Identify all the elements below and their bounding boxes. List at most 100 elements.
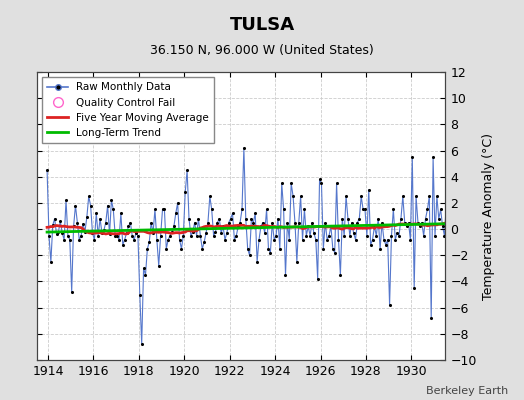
Point — [118, 242, 127, 248]
Legend: Raw Monthly Data, Quality Control Fail, Five Year Moving Average, Long-Term Tren: Raw Monthly Data, Quality Control Fail, … — [42, 77, 214, 143]
Point — [300, 206, 309, 213]
Point — [321, 219, 330, 226]
Point — [270, 236, 278, 243]
Point — [136, 291, 144, 298]
Point — [412, 193, 420, 200]
Point — [234, 223, 243, 230]
Point — [374, 216, 383, 222]
Point — [73, 219, 82, 226]
Point — [185, 216, 193, 222]
Point — [68, 289, 76, 295]
Point — [366, 242, 375, 248]
Point — [168, 228, 176, 235]
Point — [380, 236, 388, 243]
Point — [433, 193, 441, 200]
Point — [96, 216, 104, 222]
Point — [408, 154, 417, 160]
Point — [105, 231, 114, 238]
Point — [410, 285, 418, 291]
Point — [427, 315, 435, 321]
Point — [249, 219, 257, 226]
Point — [291, 219, 299, 226]
Point — [434, 216, 443, 222]
Point — [189, 228, 197, 235]
Point — [225, 219, 233, 226]
Point — [47, 259, 55, 265]
Point — [77, 232, 85, 239]
Point — [194, 216, 203, 222]
Point — [244, 246, 252, 252]
Point — [350, 230, 358, 236]
Point — [313, 276, 322, 282]
Point — [425, 193, 433, 200]
Point — [230, 236, 238, 243]
Point — [365, 187, 373, 193]
Point — [111, 232, 119, 239]
Point — [211, 228, 220, 235]
Point — [71, 202, 80, 209]
Point — [294, 219, 303, 226]
Point — [338, 216, 346, 222]
Point — [306, 232, 314, 239]
Point — [49, 222, 57, 228]
Point — [363, 232, 371, 239]
Point — [346, 232, 354, 239]
Point — [81, 228, 89, 235]
Point — [446, 223, 454, 230]
Point — [137, 341, 146, 348]
Point — [285, 236, 293, 243]
Point — [389, 206, 398, 213]
Point — [378, 219, 386, 226]
Point — [173, 200, 182, 206]
Point — [319, 246, 328, 252]
Point — [143, 246, 151, 252]
Point — [113, 232, 121, 239]
Point — [128, 232, 136, 239]
Point — [395, 232, 403, 239]
Point — [448, 206, 456, 213]
Point — [100, 227, 108, 234]
Point — [414, 219, 422, 226]
Point — [327, 223, 335, 230]
Point — [281, 272, 290, 278]
Point — [405, 219, 413, 226]
Text: TULSA: TULSA — [230, 16, 294, 34]
Point — [347, 219, 356, 226]
Point — [283, 219, 291, 226]
Point — [242, 216, 250, 222]
Point — [402, 223, 411, 230]
Point — [171, 210, 180, 216]
Point — [251, 210, 259, 216]
Point — [226, 216, 235, 222]
Point — [418, 219, 426, 226]
Point — [334, 236, 343, 243]
Point — [208, 206, 216, 213]
Point — [210, 232, 218, 239]
Point — [151, 206, 159, 213]
Point — [297, 193, 305, 200]
Point — [260, 230, 269, 236]
Point — [228, 210, 237, 216]
Point — [361, 206, 369, 213]
Point — [181, 189, 189, 196]
Point — [134, 232, 142, 239]
Point — [79, 221, 87, 227]
Point — [213, 219, 222, 226]
Point — [259, 219, 267, 226]
Point — [202, 230, 210, 236]
Point — [107, 197, 116, 204]
Point — [391, 236, 399, 243]
Point — [397, 216, 405, 222]
Point — [450, 193, 458, 200]
Point — [276, 246, 284, 252]
Point — [238, 206, 246, 213]
Point — [141, 272, 150, 278]
Point — [215, 216, 223, 222]
Point — [353, 219, 362, 226]
Point — [400, 219, 409, 226]
Point — [187, 232, 195, 239]
Point — [431, 232, 439, 239]
Point — [192, 232, 201, 239]
Point — [89, 230, 97, 236]
Point — [147, 219, 155, 226]
